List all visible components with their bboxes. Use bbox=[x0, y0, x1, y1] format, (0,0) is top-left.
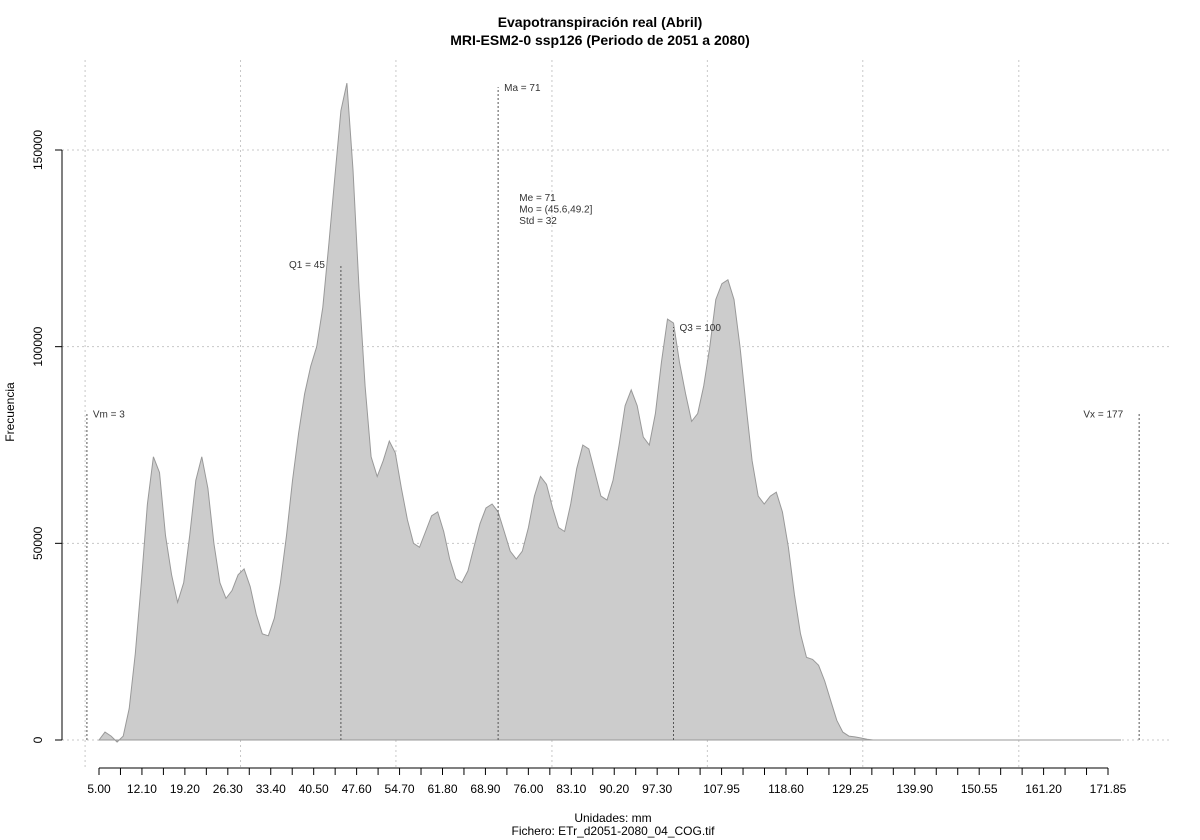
stats-line: Mo = (45.6,49.2] bbox=[519, 205, 592, 216]
x-tick-label: 129.25 bbox=[832, 782, 869, 796]
reference-label: Vm = 3 bbox=[93, 410, 125, 421]
x-tick-label: 40.50 bbox=[299, 782, 329, 796]
x-tick-label: 19.20 bbox=[170, 782, 200, 796]
y-tick-label: 50000 bbox=[31, 526, 45, 560]
reference-lines: Vm = 3 Q1 = 45 Ma = 71 Q3 = 100 Vx = 177 bbox=[86, 83, 1140, 740]
x-tick-label: 76.00 bbox=[513, 782, 543, 796]
x-axis: 5.00 12.10 19.20 26.30 33.40 40.50 47.60 54.70 6… bbox=[87, 767, 1127, 796]
x-tick-label: 90.20 bbox=[599, 782, 629, 796]
y-tick-label: 0 bbox=[31, 736, 45, 743]
x-tick-label: 33.40 bbox=[256, 782, 286, 796]
chart-subtitle: MRI-ESM2-0 ssp126 (Periodo de 2051 a 208… bbox=[450, 32, 750, 48]
reference-label: Ma = 71 bbox=[504, 83, 541, 94]
x-tick-label: 139.90 bbox=[896, 782, 933, 796]
x-tick-label: 107.95 bbox=[703, 782, 740, 796]
x-tick-label: 150.55 bbox=[961, 782, 998, 796]
x-tick-label: 161.20 bbox=[1025, 782, 1062, 796]
stats-line: Std = 32 bbox=[519, 216, 557, 227]
chart-title: Evapotranspiración real (Abril) bbox=[498, 14, 703, 30]
x-tick-label: 97.30 bbox=[642, 782, 672, 796]
file-caption: Fichero: ETr_d2051-2080_04_COG.tif bbox=[512, 824, 716, 838]
x-tick-label: 26.30 bbox=[213, 782, 243, 796]
x-tick-label: 61.80 bbox=[427, 782, 457, 796]
reference-label: Q1 = 45 bbox=[289, 260, 325, 271]
x-tick-label: 171.85 bbox=[1090, 782, 1127, 796]
stats-line: Me = 71 bbox=[519, 193, 556, 204]
x-tick-label: 5.00 bbox=[87, 782, 111, 796]
x-tick-label: 12.10 bbox=[127, 782, 157, 796]
reference-label: Q3 = 100 bbox=[679, 323, 721, 334]
y-axis-label: Frecuencia bbox=[3, 382, 17, 442]
density-area-path bbox=[97, 82, 1121, 743]
x-tick-label: 118.60 bbox=[768, 782, 804, 796]
density-area bbox=[97, 82, 1121, 743]
y-axis: 0 50000 100000 150000 bbox=[31, 130, 63, 743]
x-axis-label: Unidades: mm bbox=[574, 811, 651, 825]
y-tick-label: 150000 bbox=[31, 130, 45, 170]
x-tick-label: 47.60 bbox=[342, 782, 372, 796]
y-tick-label: 100000 bbox=[31, 326, 45, 366]
reference-label: Vx = 177 bbox=[1083, 410, 1123, 421]
x-tick-label: 54.70 bbox=[385, 782, 415, 796]
x-tick-label: 68.90 bbox=[470, 782, 500, 796]
x-tick-label: 83.10 bbox=[556, 782, 586, 796]
